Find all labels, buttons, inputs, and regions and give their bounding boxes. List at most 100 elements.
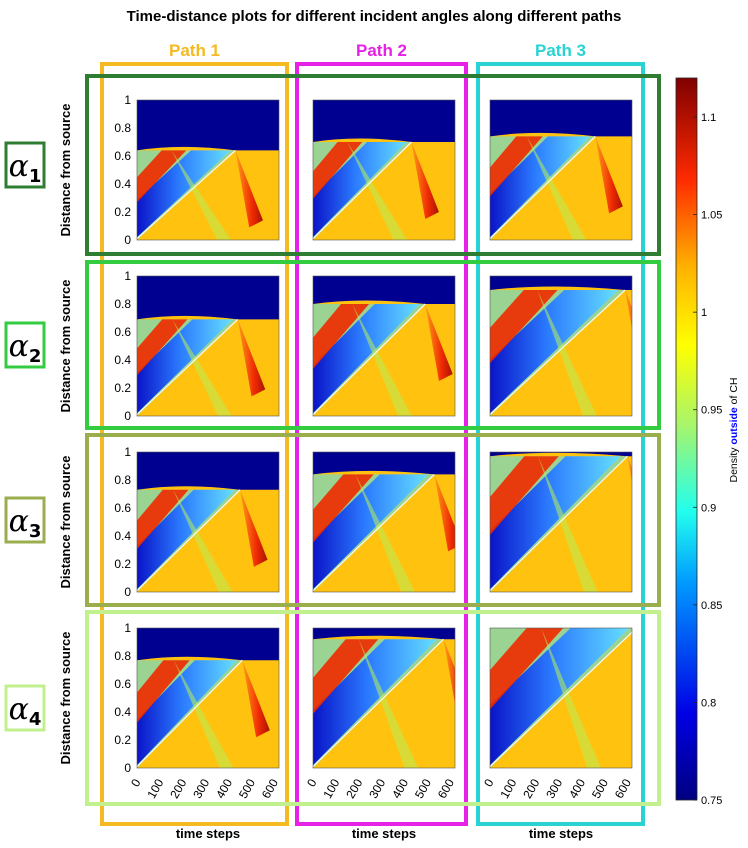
reflected-red-band — [443, 639, 455, 704]
x-axis-label: time steps — [529, 826, 593, 841]
xtick-label: 500 — [412, 776, 434, 801]
xtick-label: 400 — [566, 776, 588, 801]
heatmap-panel-r2-c2 — [312, 275, 456, 417]
green-band — [358, 639, 419, 768]
green-band — [171, 150, 232, 240]
ytick-label: 1 — [124, 621, 131, 635]
ytick-label: 0.8 — [114, 121, 131, 135]
colorbar-tick-label: 0.85 — [701, 600, 722, 612]
ytick-label: 0.2 — [114, 557, 131, 571]
reflected-red-band — [242, 660, 270, 738]
angle-subscript: 2 — [29, 346, 42, 367]
angle-badge-1 — [4, 141, 46, 189]
shock-front — [490, 135, 596, 240]
colorbar-label: Density outside of CH — [728, 377, 740, 482]
ytick-label: 0.4 — [114, 177, 131, 191]
xtick-label: 0 — [304, 776, 320, 789]
colorbar-tick-label: 1 — [701, 307, 707, 319]
reflected-red-band — [240, 489, 268, 567]
red-wave-band — [490, 290, 558, 364]
green-band — [355, 474, 416, 592]
colorbar-tick-label: 0.75 — [701, 795, 722, 807]
reflected-red-band — [425, 304, 453, 381]
panel-border — [489, 99, 633, 241]
y-axis-label: Distance from source — [58, 280, 73, 413]
colorbar-tick-label: 0.95 — [701, 405, 722, 417]
path-label-3: Path 3 — [535, 41, 586, 60]
angle-frame-3 — [85, 433, 661, 607]
angle-symbol: α — [9, 692, 29, 727]
blue-wave-band — [137, 319, 233, 414]
panel-border — [312, 627, 456, 769]
colorbar: 0.75 0.8 0.85 0.9 0.95 1 1.05 1.1 Density outsi… — [675, 77, 740, 807]
red-wave-band — [137, 489, 189, 550]
shock-front — [137, 149, 236, 240]
xtick-label: 300 — [543, 776, 565, 801]
xtick-label: 300 — [366, 776, 388, 801]
xtick-label: 0 — [128, 776, 144, 789]
xtick-label: 200 — [167, 776, 189, 801]
green-band — [538, 456, 598, 592]
ytick-label: 0.4 — [114, 353, 131, 367]
red-wave-band — [137, 660, 190, 723]
angle-label-3: α3 — [9, 504, 42, 542]
angle-frame-2 — [85, 260, 661, 430]
ytick-label: 1 — [124, 445, 131, 459]
angle-label-2: α2 — [9, 329, 42, 367]
angle-subscript: 3 — [29, 521, 42, 542]
blue-wave-band — [137, 150, 231, 238]
green-band — [526, 136, 587, 240]
xtick-label: 400 — [213, 776, 235, 801]
angle-label-4: α4 — [9, 692, 42, 730]
figure-title: Time-distance plots for different incide… — [127, 8, 622, 25]
blue-wave-band — [137, 660, 238, 766]
reflected-red-band — [434, 474, 455, 552]
red-wave-band — [137, 319, 188, 376]
ytick-label: 0 — [124, 761, 131, 775]
xtick-label: 400 — [389, 776, 411, 801]
panel-border — [489, 451, 633, 593]
shock-front — [313, 303, 426, 416]
reflected-red-band — [595, 136, 623, 214]
ytick-label: 0.6 — [114, 325, 131, 339]
red-wave-band — [137, 150, 187, 203]
green-band — [541, 628, 601, 768]
angle-subscript: 1 — [29, 166, 42, 187]
y-axis-label: Distance from source — [58, 104, 73, 237]
ytick-label: 0.8 — [114, 473, 131, 487]
red-wave-band — [313, 639, 379, 714]
ytick-label: 0.8 — [114, 649, 131, 663]
reflected-red-band — [625, 290, 632, 329]
heatmap-panel-r4-c1 — [136, 627, 280, 769]
ytick-label: 0 — [124, 585, 131, 599]
axis-labels: 0 0.2 0.4 0.6 0.8 1 Distance from source 0 0.2 0.… — [58, 41, 634, 841]
panel-border — [489, 275, 633, 417]
colorbar-ticks: 0.75 0.8 0.85 0.9 0.95 1 1.05 1.1 — [693, 112, 722, 807]
path-label-1: Path 1 — [169, 41, 220, 60]
green-band — [537, 290, 597, 416]
red-wave-band — [313, 474, 374, 543]
red-wave-band — [490, 628, 564, 710]
shock-front — [313, 141, 412, 240]
shock-front — [490, 631, 632, 768]
xtick-label: 600 — [612, 776, 634, 801]
green-band — [173, 660, 234, 768]
xtick-label: 100 — [320, 776, 342, 801]
y-axis-label: Distance from source — [58, 456, 73, 589]
green-band — [347, 142, 408, 240]
xtick-label: 0 — [481, 776, 497, 789]
heatmap-panel-r1-c2 — [312, 99, 456, 241]
heatmap-panel-r3-c3 — [489, 451, 633, 593]
y-axis-label: Distance from source — [58, 632, 73, 765]
ytick-label: 0.2 — [114, 205, 131, 219]
heatmap-panel-r4-c2 — [312, 627, 456, 769]
path-label-2: Path 2 — [356, 41, 407, 60]
panel-border — [312, 275, 456, 417]
angle-frame-1 — [85, 74, 661, 256]
shock-front — [137, 318, 239, 416]
xtick-label: 200 — [520, 776, 542, 801]
xtick-label: 200 — [343, 776, 365, 801]
xtick-label: 500 — [236, 776, 258, 801]
angle-subscript: 4 — [29, 709, 42, 730]
